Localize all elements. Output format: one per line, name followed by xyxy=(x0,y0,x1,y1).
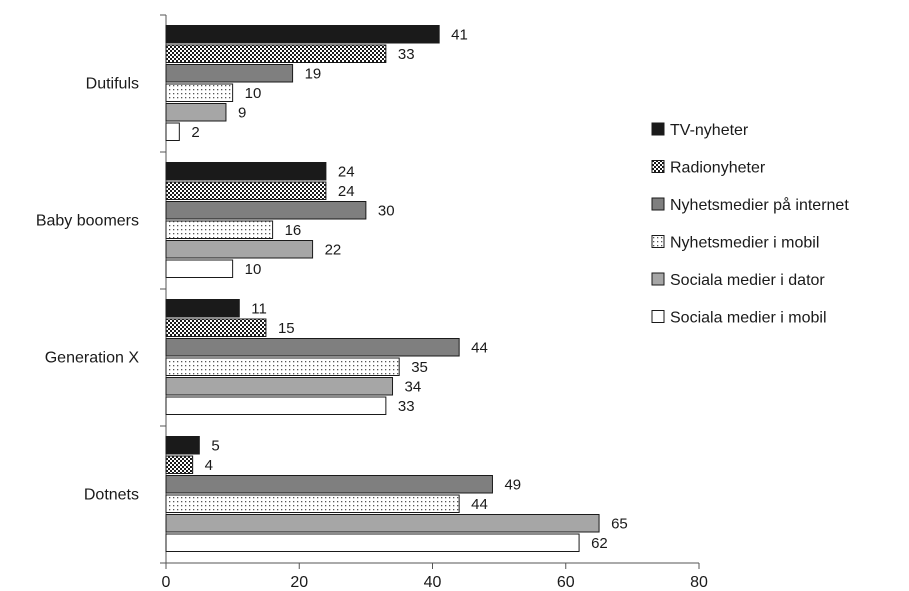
legend-swatch-tv-nyheter xyxy=(651,122,665,136)
data-label: 2 xyxy=(191,124,199,141)
bar-tv-nyheter-dotnets xyxy=(165,436,200,455)
data-label: 24 xyxy=(338,183,355,200)
data-label: 24 xyxy=(338,163,355,180)
data-label: 19 xyxy=(305,65,322,82)
data-label: 10 xyxy=(245,261,262,278)
legend-swatch-nyhetsmedier-pa-internet xyxy=(651,197,665,211)
data-label: 33 xyxy=(398,398,415,415)
data-label: 44 xyxy=(471,496,488,513)
bar-sociala-medier-i-dator-generation-x xyxy=(165,377,394,396)
legend-label-sociala-medier-i-mobil: Sociala medier i mobil xyxy=(670,310,827,327)
category-label-dutifuls: Dutifuls xyxy=(86,76,139,93)
data-label: 11 xyxy=(251,300,267,317)
category-label-baby-boomers: Baby boomers xyxy=(36,213,139,230)
x-tick-label: 60 xyxy=(557,574,575,591)
data-label: 65 xyxy=(611,515,628,532)
data-label: 4 xyxy=(205,457,213,474)
data-label: 41 xyxy=(451,26,468,43)
category-label-dotnets: Dotnets xyxy=(84,487,139,504)
bar-sociala-medier-i-mobil-dotnets xyxy=(165,533,580,552)
legend-swatch-nyhetsmedier-i-mobil xyxy=(651,235,665,248)
legend-label-sociala-medier-i-dator: Sociala medier i dator xyxy=(670,272,825,289)
legend-label-nyhetsmedier-i-mobil: Nyhetsmedier i mobil xyxy=(670,235,819,252)
bar-nyhetsmedier-i-mobil-dotnets xyxy=(165,494,460,513)
bar-sociala-medier-i-dator-dotnets xyxy=(165,514,600,533)
bar-tv-nyheter-generation-x xyxy=(165,299,240,318)
data-label: 30 xyxy=(378,202,395,219)
data-label: 44 xyxy=(471,339,488,356)
bar-nyhetsmedier-i-mobil-generation-x xyxy=(165,357,400,376)
bar-nyhetsmedier-pa-internet-baby-boomers xyxy=(165,201,367,220)
legend-label-radionyheter: Radionyheter xyxy=(670,160,766,177)
data-label: 9 xyxy=(238,104,246,121)
bar-nyhetsmedier-pa-internet-generation-x xyxy=(165,338,460,357)
data-label: 22 xyxy=(325,241,342,258)
bar-sociala-medier-i-dator-dutifuls xyxy=(165,103,227,122)
bar-nyhetsmedier-i-mobil-baby-boomers xyxy=(165,220,274,239)
legend-label-tv-nyheter: TV-nyheter xyxy=(670,122,749,139)
x-tick-label: 20 xyxy=(290,574,308,591)
data-label: 33 xyxy=(398,46,415,63)
bar-radionyheter-dotnets xyxy=(165,455,194,474)
bar-radionyheter-dutifuls xyxy=(165,44,387,63)
data-label: 49 xyxy=(504,476,521,493)
legend-label-nyhetsmedier-pa-internet: Nyhetsmedier på internet xyxy=(670,196,849,214)
plot-area: 0 20 40 60 80 Dutifuls 41 33 19 10 9 2 Baby boomers 2… xyxy=(36,14,708,591)
legend: TV-nyheter Radionyheter Nyhetsmedier på in… xyxy=(651,122,849,327)
x-tick-label: 40 xyxy=(424,574,442,591)
bar-nyhetsmedier-i-mobil-dutifuls xyxy=(165,83,234,102)
data-label: 62 xyxy=(591,535,608,552)
bar-nyhetsmedier-pa-internet-dotnets xyxy=(165,475,493,494)
data-label: 34 xyxy=(405,378,422,395)
legend-swatch-sociala-medier-i-dator xyxy=(651,272,665,286)
bar-sociala-medier-i-mobil-baby-boomers xyxy=(165,259,234,278)
bar-sociala-medier-i-mobil-generation-x xyxy=(165,396,387,415)
data-label: 16 xyxy=(285,222,302,239)
bar-sociala-medier-i-dator-baby-boomers xyxy=(165,240,314,259)
bar-tv-nyheter-dutifuls xyxy=(165,25,440,44)
data-label: 15 xyxy=(278,320,295,337)
legend-swatch-sociala-medier-i-mobil xyxy=(651,310,665,323)
bar-radionyheter-generation-x xyxy=(165,318,267,337)
bar-tv-nyheter-baby-boomers xyxy=(165,162,327,181)
legend-swatch-radionyheter xyxy=(651,160,665,173)
bar-radionyheter-baby-boomers xyxy=(165,181,327,200)
x-tick-label: 80 xyxy=(690,574,708,591)
bar-nyhetsmedier-pa-internet-dutifuls xyxy=(165,64,294,83)
data-label: 35 xyxy=(411,359,428,376)
data-label: 5 xyxy=(211,437,219,454)
x-tick-label: 0 xyxy=(162,574,171,591)
category-label-generation-x: Generation X xyxy=(45,350,140,367)
bar-sociala-medier-i-mobil-dutifuls xyxy=(165,122,180,141)
data-label: 10 xyxy=(245,85,262,102)
